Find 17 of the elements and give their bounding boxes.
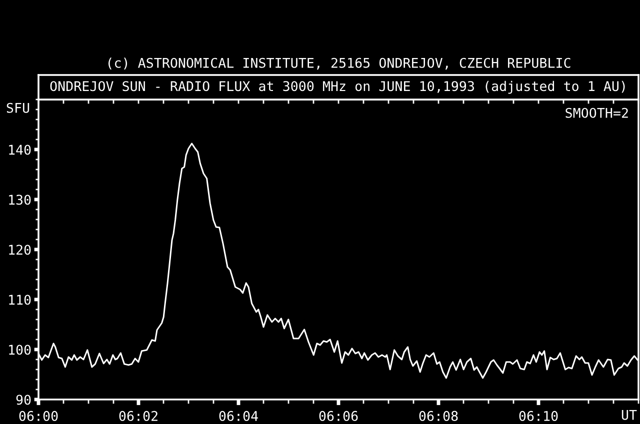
- x-axis-title: UT: [622, 410, 637, 420]
- y-tick-label: 100: [9, 344, 31, 355]
- chart-title: ONDREJOV SUN - RADIO FLUX at 3000 MHz on JUNE 10,1993 (adjusted to 1 AU): [50, 80, 625, 94]
- y-tick-label: 90: [16, 394, 31, 405]
- annotation: SMOOTH=2: [566, 108, 628, 118]
- text: (c) ASTRONOMICAL INSTITUTE, 25165 ONDREJOV, CZECH REPUBLIC: [108, 58, 570, 70]
- x-tick-label: 06:10: [519, 410, 558, 422]
- y-tick-label: 120: [9, 244, 31, 255]
- y-tick-label: 130: [9, 194, 31, 205]
- y-axis-title: SFU: [6, 102, 30, 113]
- x-tick-label: 06:00: [19, 410, 58, 422]
- x-tick-label: 06:08: [419, 410, 458, 422]
- x-tick-label: 06:06: [319, 410, 358, 422]
- y-tick-label: 140: [9, 144, 31, 155]
- x-tick-label: 06:04: [219, 410, 258, 422]
- x-tick-label: 06:02: [119, 410, 158, 422]
- y-tick-label: 110: [9, 294, 31, 305]
